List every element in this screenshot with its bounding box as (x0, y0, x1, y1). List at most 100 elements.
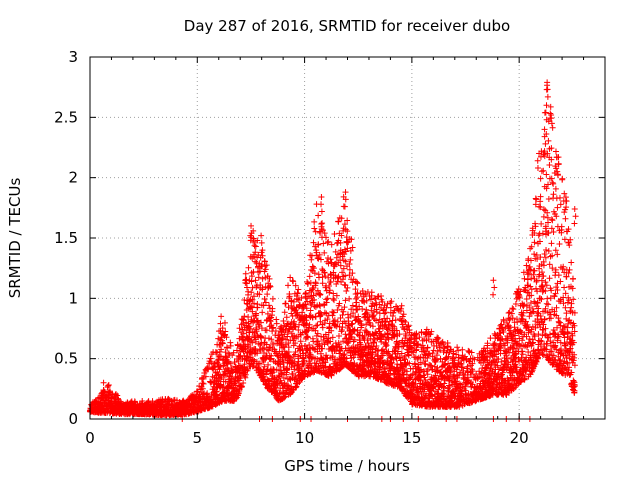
data-point (114, 392, 121, 399)
data-point (273, 320, 280, 327)
data-point (269, 295, 276, 302)
data-point (213, 391, 220, 398)
data-point (315, 212, 322, 219)
data-point (315, 290, 322, 297)
data-point (219, 340, 226, 347)
data-point (342, 297, 349, 304)
data-point (531, 251, 538, 258)
data-point (107, 394, 114, 401)
data-point (217, 363, 224, 370)
data-point (194, 388, 201, 395)
data-point (231, 359, 238, 366)
data-point (521, 275, 528, 282)
data-point (149, 398, 156, 405)
data-point (294, 296, 301, 303)
data-point (308, 256, 315, 263)
data-point (219, 339, 226, 346)
data-point (549, 124, 556, 131)
data-point (547, 110, 554, 117)
data-point (559, 175, 566, 182)
data-point (311, 225, 318, 232)
data-point (236, 325, 243, 332)
data-point (543, 247, 550, 254)
data-point (555, 272, 562, 279)
data-point (222, 328, 229, 335)
data-point (363, 306, 370, 313)
data-point (105, 381, 112, 388)
data-point (265, 302, 272, 309)
data-point (242, 270, 249, 277)
data-point (199, 380, 206, 387)
data-point (238, 383, 245, 390)
data-point (552, 247, 559, 254)
data-point (556, 240, 563, 247)
data-point (331, 230, 338, 237)
data-point (543, 171, 550, 178)
data-point (554, 251, 561, 258)
data-point (324, 295, 331, 302)
data-point (227, 360, 234, 367)
data-point (224, 345, 231, 352)
data-point (531, 239, 538, 246)
data-point (207, 378, 214, 385)
data-point (523, 295, 530, 302)
data-point (550, 180, 557, 187)
data-point (545, 196, 552, 203)
grid-layer (90, 57, 605, 419)
data-point (200, 374, 207, 381)
data-point (546, 162, 553, 169)
data-point (221, 319, 228, 326)
data-point (295, 286, 302, 293)
data-point (205, 366, 212, 373)
data-point (335, 218, 342, 225)
data-point (381, 310, 388, 317)
data-point (311, 218, 318, 225)
data-point (233, 395, 240, 402)
data-point (541, 250, 548, 257)
data-point (550, 191, 557, 198)
data-point (545, 301, 552, 308)
data-point (203, 365, 210, 372)
data-point (459, 346, 466, 353)
data-point (548, 216, 555, 223)
data-point (557, 194, 563, 201)
data-point (343, 287, 350, 294)
data-point (252, 243, 259, 250)
data-point (319, 220, 326, 227)
data-point (554, 171, 561, 178)
data-point (557, 201, 564, 208)
data-point (222, 353, 229, 360)
data-point (465, 347, 472, 354)
data-points (86, 79, 579, 422)
data-point (206, 358, 213, 365)
data-point (548, 240, 555, 247)
data-point (554, 204, 561, 211)
data-point (344, 228, 351, 235)
data-point (528, 286, 535, 293)
data-point (214, 377, 221, 384)
data-point (524, 276, 531, 283)
data-point (392, 317, 399, 324)
data-point (553, 284, 560, 291)
data-point (245, 313, 252, 320)
data-point (200, 380, 207, 387)
data-point (552, 185, 559, 192)
data-point (218, 346, 225, 353)
data-point (285, 304, 292, 311)
data-point (238, 329, 245, 336)
data-point (509, 305, 516, 312)
data-point (330, 295, 337, 302)
data-point (538, 338, 545, 345)
data-point (282, 300, 289, 307)
data-point (505, 310, 512, 317)
data-point (561, 236, 568, 243)
data-point (245, 264, 252, 271)
data-point (230, 349, 237, 356)
data-point (252, 277, 259, 284)
data-point (562, 215, 569, 222)
data-point (540, 167, 547, 174)
data-point (202, 373, 209, 380)
data-point (454, 344, 461, 351)
data-point (199, 385, 206, 392)
